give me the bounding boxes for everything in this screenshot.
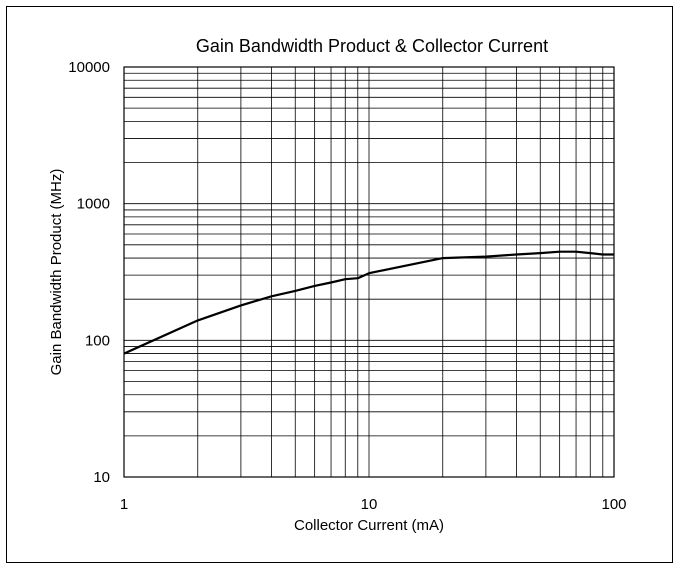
x-axis-label: Collector Current (mA) [294, 517, 444, 534]
chart-frame [6, 6, 673, 563]
data-line [123, 250, 614, 355]
y-tick-label: 10 [93, 469, 110, 486]
x-tick-label: 1 [120, 496, 128, 513]
chart-title: Gain Bandwidth Product & Collector Curre… [196, 36, 548, 56]
grid [124, 67, 614, 477]
x-axis-ticks: 1 10 100 [120, 496, 627, 513]
y-tick-label: 10000 [68, 59, 110, 76]
x-tick-label: 100 [601, 496, 626, 513]
x-tick-label: 10 [361, 496, 378, 513]
plot-area [123, 66, 615, 478]
y-tick-label: 100 [85, 332, 110, 349]
y-axis-ticks: 10 100 1000 10000 [68, 59, 110, 486]
y-tick-label: 1000 [77, 196, 110, 213]
y-axis-label: Gain Bandwidth Product (MHz) [48, 169, 65, 376]
